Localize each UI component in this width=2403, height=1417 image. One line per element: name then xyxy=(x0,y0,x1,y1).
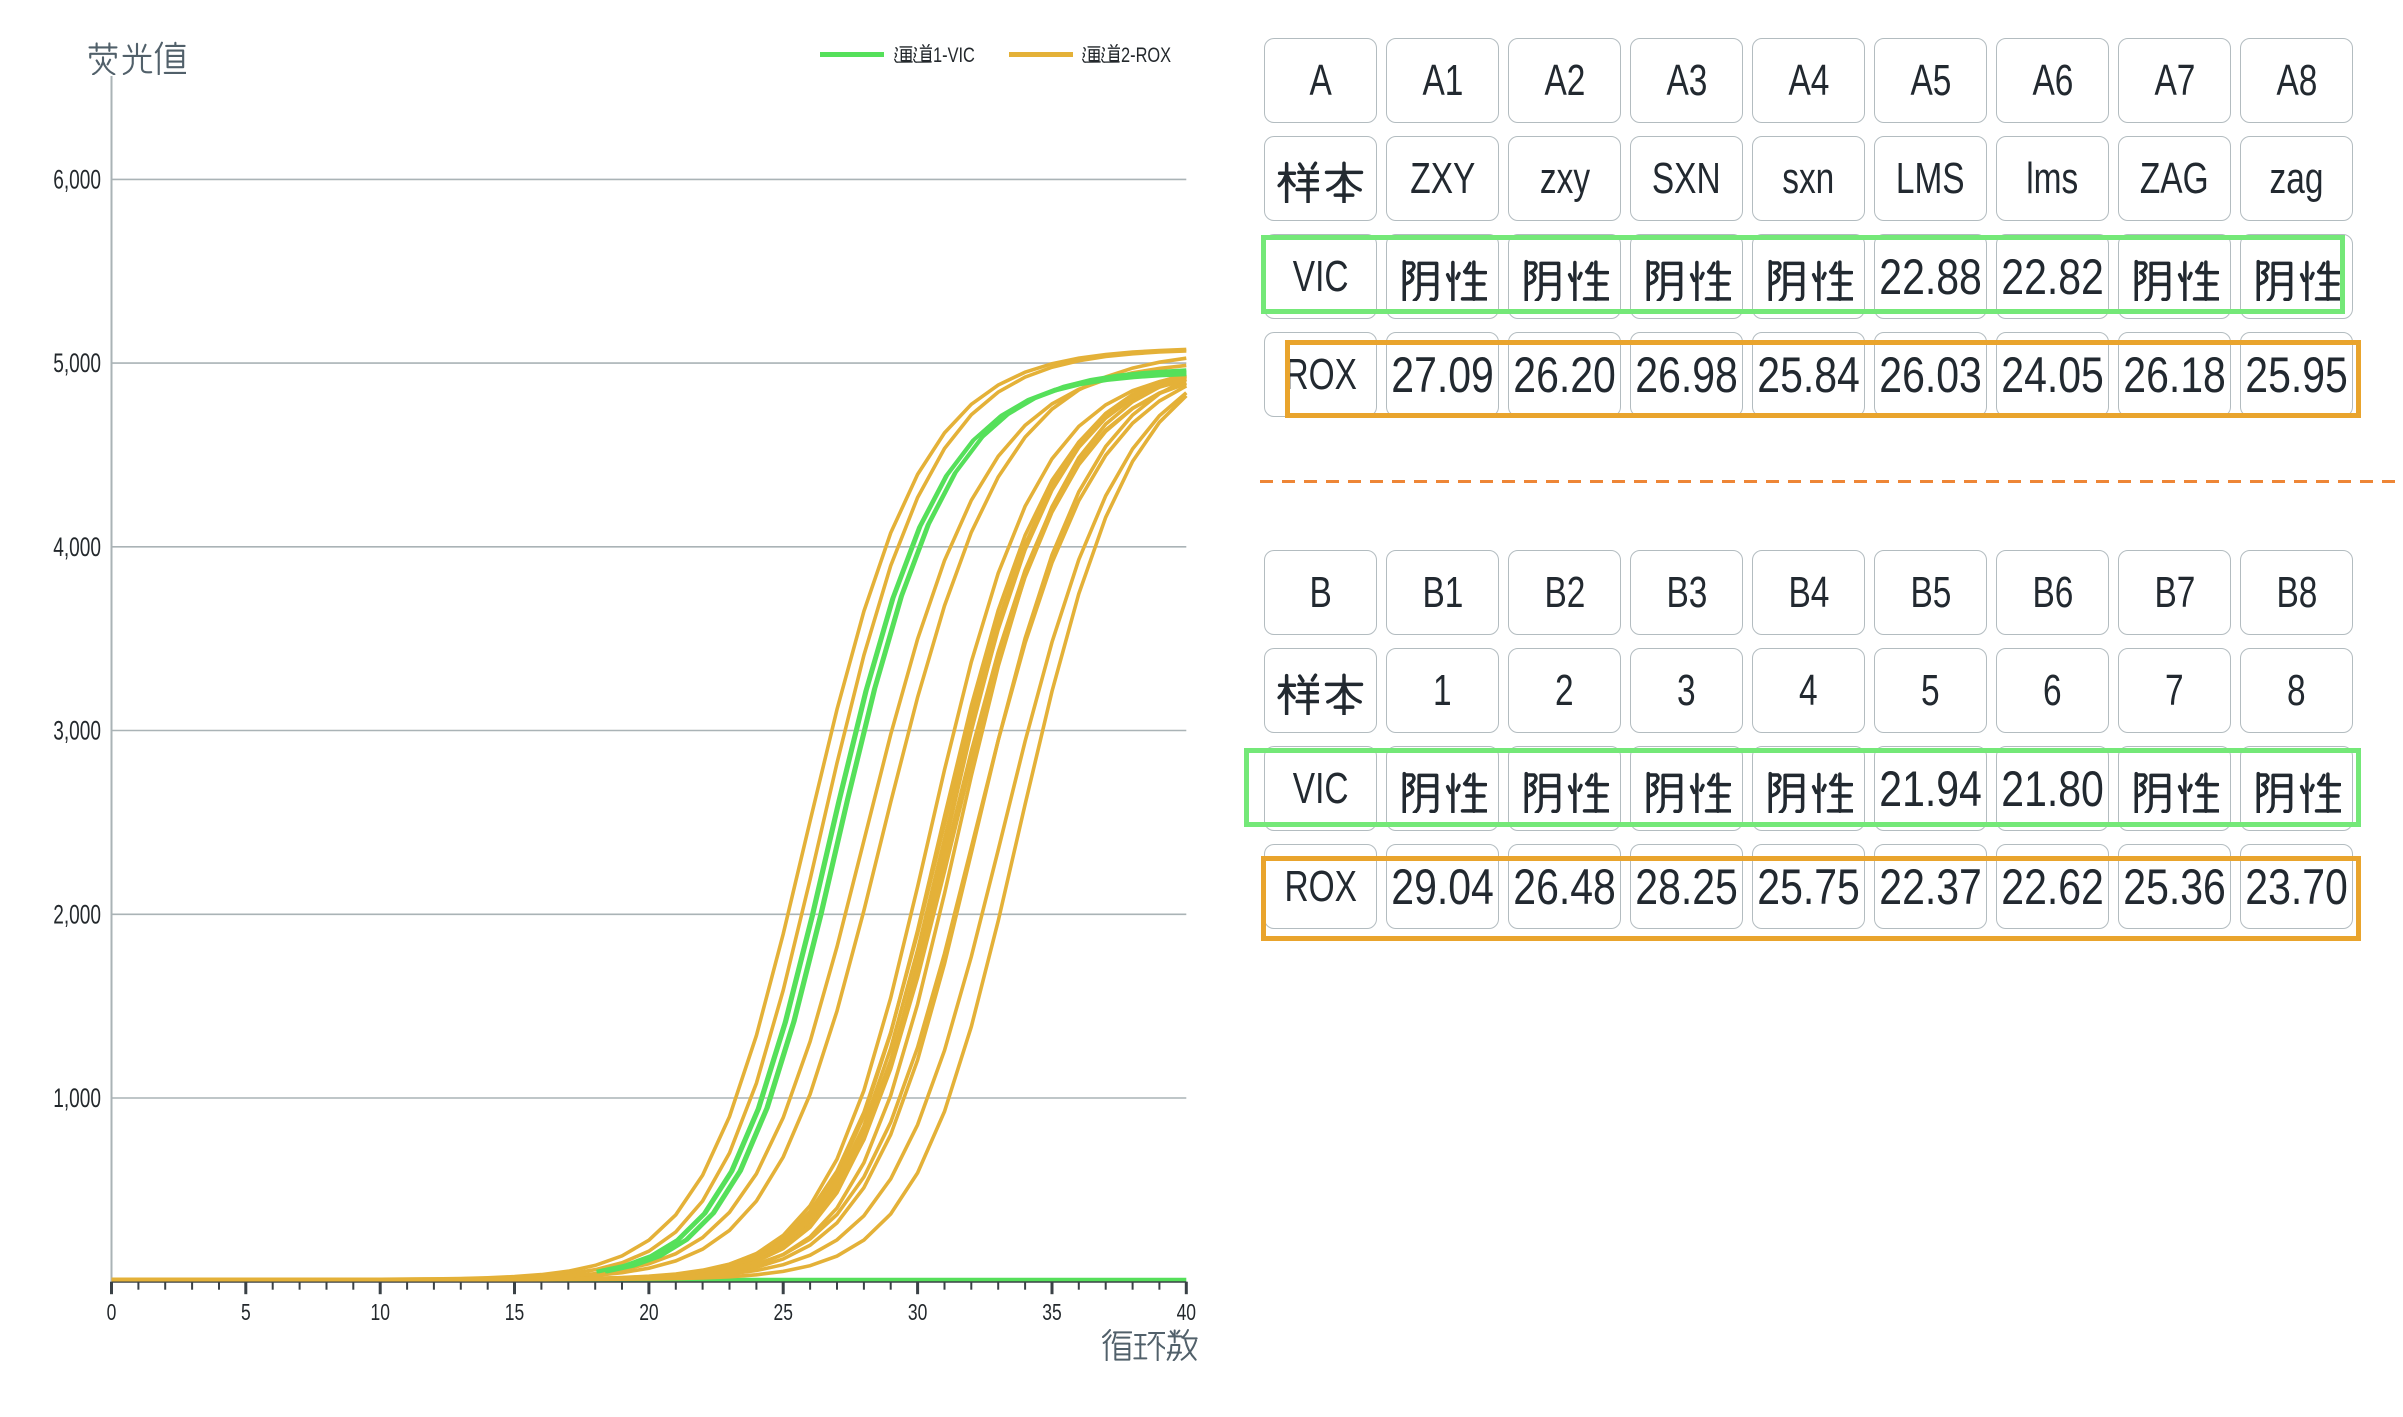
svg-text:10: 10 xyxy=(370,1301,389,1326)
svg-text:40: 40 xyxy=(1177,1301,1196,1326)
svg-text:30: 30 xyxy=(908,1301,927,1326)
svg-text:25: 25 xyxy=(773,1301,792,1326)
svg-text:15: 15 xyxy=(505,1301,524,1326)
svg-text:3,000: 3,000 xyxy=(53,715,101,745)
svg-text:35: 35 xyxy=(1042,1301,1061,1326)
svg-text:6,000: 6,000 xyxy=(53,164,101,194)
svg-text:4,000: 4,000 xyxy=(53,532,101,562)
svg-text:2,000: 2,000 xyxy=(53,899,101,929)
svg-text:20: 20 xyxy=(639,1301,658,1326)
svg-text:1,000: 1,000 xyxy=(53,1083,101,1113)
svg-text:5: 5 xyxy=(241,1301,251,1326)
svg-text:0: 0 xyxy=(107,1301,117,1326)
svg-text:5,000: 5,000 xyxy=(53,348,101,378)
